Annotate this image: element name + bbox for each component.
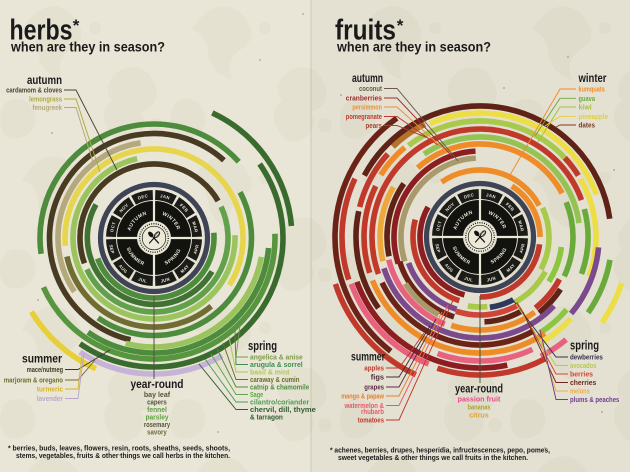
svg-text:lemongrass: lemongrass [29,95,62,104]
svg-text:arugula & sorrel: arugula & sorrel [250,360,303,369]
svg-text:spring: spring [248,339,277,353]
svg-text:pears: pears [366,121,383,130]
svg-text:dates: dates [579,121,596,130]
svg-text:NOV: NOV [444,201,455,212]
svg-text:OCT: OCT [435,220,443,231]
svg-text:melons: melons [570,387,590,396]
svg-text:berries: berries [570,370,593,379]
svg-text:FEB: FEB [505,202,516,213]
svg-text:MAR: MAR [517,220,525,233]
svg-text:JUN: JUN [160,276,170,283]
svg-text:fennel: fennel [147,405,167,414]
svg-text:mace/nutmeg: mace/nutmeg [27,365,63,374]
svg-text:JUN: JUN [486,275,496,282]
svg-text:sweet vegetables & other thing: sweet vegetables & other things we call … [338,453,528,462]
svg-text:coconut: coconut [359,84,382,93]
svg-text:* achenes, berries, drupes, he: * achenes, berries, drupes, hesperidia, … [330,446,550,455]
svg-text:JAN: JAN [486,192,497,199]
svg-text:spring: spring [570,339,599,353]
svg-text:kiwi: kiwi [579,103,592,112]
svg-text:AUG: AUG [118,263,129,274]
svg-text:passion fruit: passion fruit [458,395,501,404]
svg-text:pomegranate: pomegranate [346,112,382,121]
svg-text:summer: summer [351,352,385,364]
svg-text:when are they in season?: when are they in season? [10,40,165,55]
svg-text:guava: guava [579,94,596,103]
svg-text:pineapple: pineapple [579,112,609,121]
svg-text:FEB: FEB [179,203,190,214]
svg-text:figs: figs [371,373,384,382]
svg-text:JUL: JUL [464,275,474,282]
svg-text:DEC: DEC [463,192,474,200]
svg-text:rhubarb: rhubarb [361,407,384,416]
svg-text:Sage: Sage [250,390,263,399]
svg-text:savory: savory [147,428,167,437]
svg-text:catnip & chamomile: catnip & chamomile [250,383,309,392]
svg-text:year-round: year-round [131,379,184,391]
svg-text:avocados: avocados [570,361,596,370]
svg-text:MAY: MAY [180,264,191,275]
svg-text:watermelon &: watermelon & [344,401,385,410]
svg-text:*: * [397,16,404,35]
svg-text:capers: capers [147,398,167,407]
svg-text:cardamom & cloves: cardamom & cloves [6,86,62,95]
svg-text:winter: winter [578,73,607,85]
svg-text:year-round: year-round [455,384,503,396]
svg-text:autumn: autumn [27,75,62,87]
svg-text:MAR: MAR [191,221,199,234]
svg-text:apples: apples [364,364,384,373]
svg-text:APR: APR [518,242,525,253]
svg-text:cherries: cherries [570,378,596,387]
svg-text:when are they in season?: when are they in season? [336,40,491,55]
svg-text:& tarragon: & tarragon [250,413,283,422]
svg-text:cranberries: cranberries [346,94,382,103]
svg-text:basil & mint: basil & mint [250,368,290,377]
svg-text:* berries, buds, leaves, flowe: * berries, buds, leaves, flowers, resin,… [8,444,230,453]
svg-text:citrus: citrus [469,411,489,420]
svg-text:mango & papaw: mango & papaw [341,392,384,401]
svg-text:bay leaf: bay leaf [144,390,171,399]
svg-text:SEP: SEP [108,244,115,254]
svg-text:summer: summer [22,354,62,366]
svg-text:OCT: OCT [109,221,117,232]
svg-text:caraway & cumin: caraway & cumin [250,375,300,384]
svg-text:grapes: grapes [364,383,384,392]
svg-text:bananas: bananas [468,403,491,412]
svg-text:*: * [73,16,80,35]
svg-text:NOV: NOV [118,202,129,213]
svg-text:rosemary: rosemary [144,420,171,429]
svg-text:parsley: parsley [146,413,170,422]
svg-text:cilantro/coriander: cilantro/coriander [250,398,309,407]
svg-text:fenugreek: fenugreek [32,103,62,112]
svg-text:fruits: fruits [335,15,396,47]
svg-text:APR: APR [192,243,199,254]
svg-text:DEC: DEC [137,193,148,201]
svg-text:SEP: SEP [434,243,441,253]
svg-text:marjoram & oregano: marjoram & oregano [4,376,63,385]
svg-text:autumn: autumn [352,73,383,85]
svg-text:stems, vegetables, fruits & ot: stems, vegetables, fruits & other things… [16,451,230,460]
svg-text:herbs: herbs [10,15,73,47]
svg-text:turmeric: turmeric [37,385,63,394]
svg-text:lavender: lavender [37,394,63,403]
svg-text:persimmon: persimmon [352,103,382,112]
svg-text:JAN: JAN [160,193,171,200]
svg-text:kumquats: kumquats [579,85,605,94]
svg-text:chervil, dill, thyme: chervil, dill, thyme [250,405,316,414]
svg-text:tomatoes: tomatoes [358,416,384,425]
svg-text:dewberries: dewberries [570,353,603,362]
svg-text:angelica & anise: angelica & anise [250,353,303,362]
svg-text:AUG: AUG [444,262,455,273]
svg-text:plums & peaches: plums & peaches [570,395,619,404]
svg-text:JUL: JUL [138,276,148,283]
svg-text:MAY: MAY [506,263,517,274]
